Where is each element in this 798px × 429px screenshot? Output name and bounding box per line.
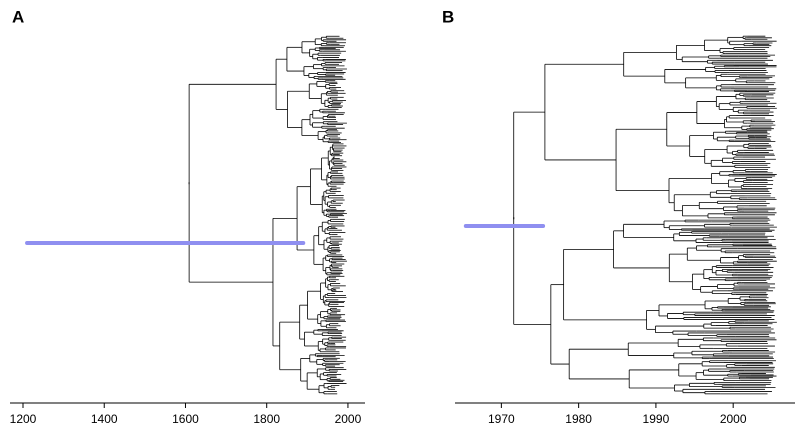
x-tick-label: 1990 <box>643 412 670 426</box>
panel-label: B <box>442 7 454 26</box>
x-tick-label: 1200 <box>10 412 37 426</box>
x-tick-label: 1800 <box>253 412 280 426</box>
x-tick-label: 1980 <box>565 412 592 426</box>
x-tick-label: 2000 <box>335 412 362 426</box>
x-tick-label: 2000 <box>720 412 747 426</box>
x-tick-label: 1970 <box>488 412 515 426</box>
x-tick-label: 1400 <box>91 412 118 426</box>
x-tick-label: 1600 <box>172 412 199 426</box>
panel-label: A <box>12 7 24 26</box>
